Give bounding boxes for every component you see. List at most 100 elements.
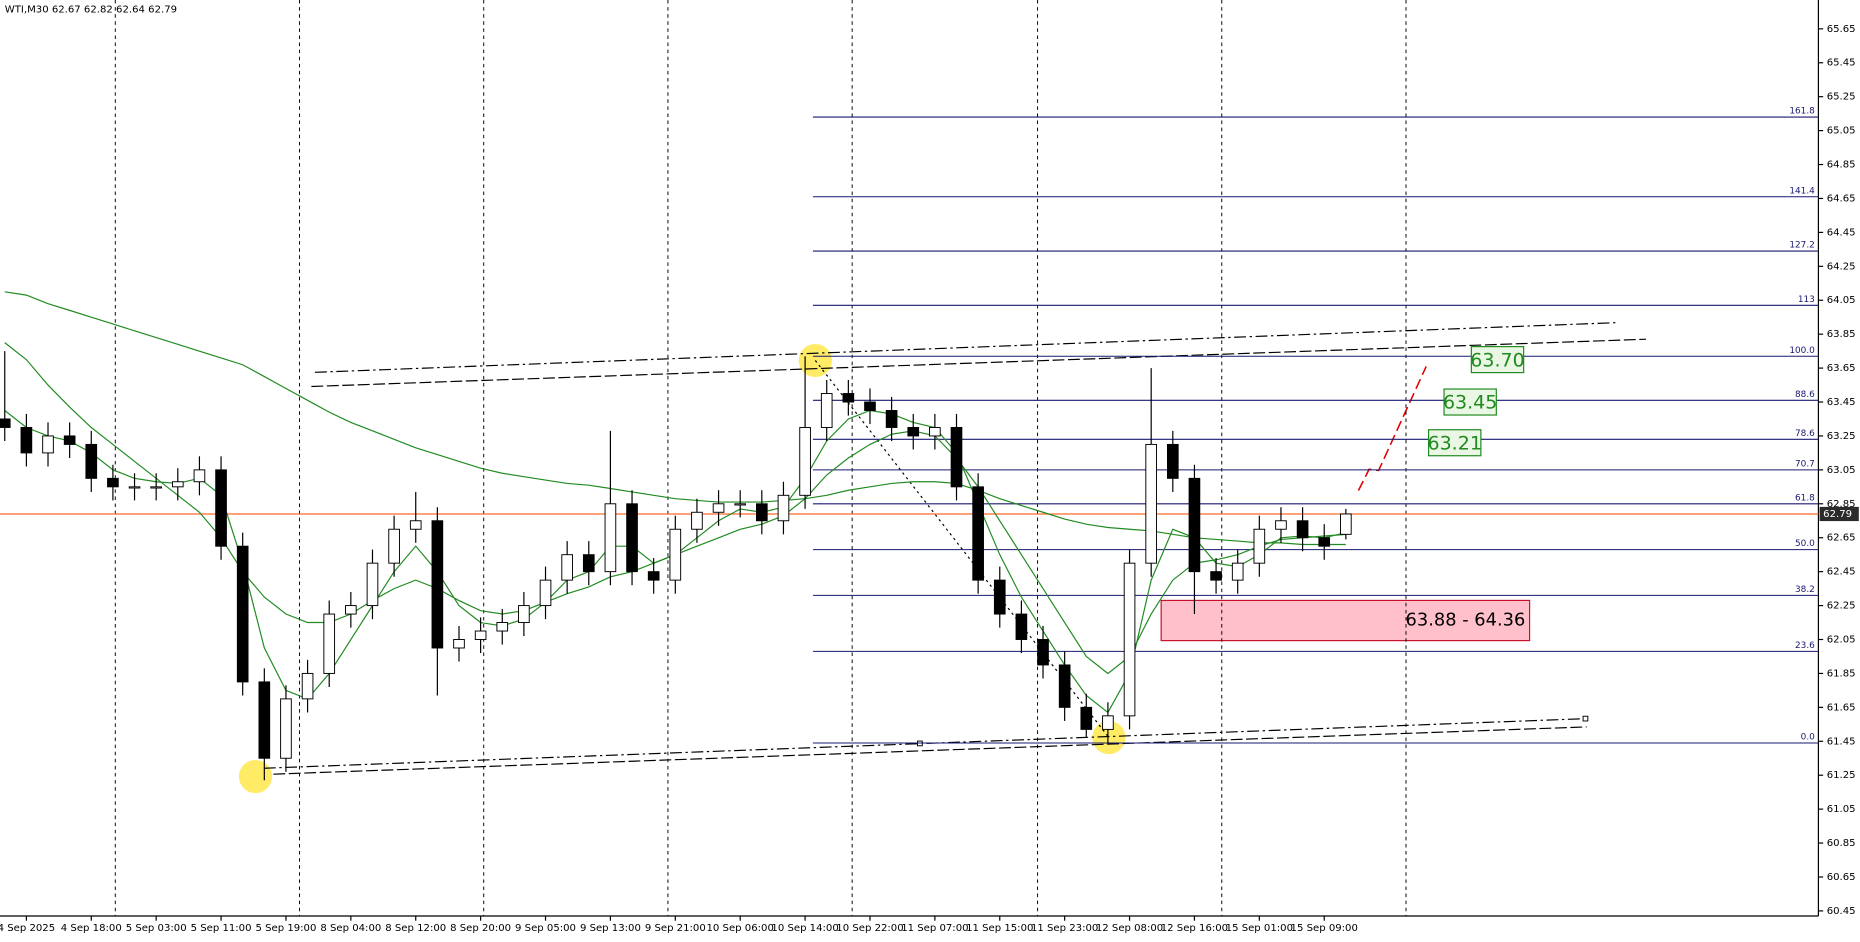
candle-body xyxy=(388,528,400,564)
y-tick-label: 64.25 xyxy=(1827,261,1856,272)
fib-label: 100.0 xyxy=(1789,346,1815,356)
fib-label: 0.0 xyxy=(1801,733,1816,743)
candle-body xyxy=(1275,520,1287,530)
target-zone xyxy=(1160,599,1531,642)
candle-body xyxy=(215,469,227,547)
candle-body xyxy=(518,605,530,624)
anchor-point xyxy=(1582,715,1589,722)
candle-body xyxy=(1253,528,1266,564)
candle-body xyxy=(907,426,920,437)
candle-body xyxy=(150,486,162,489)
candle-body xyxy=(691,511,703,530)
y-tick-label: 62.65 xyxy=(1827,533,1856,544)
candle-body xyxy=(323,613,336,674)
header-close: 62.79 xyxy=(148,4,177,15)
fib-label: 127.2 xyxy=(1789,241,1814,251)
drawings: 63.88 - 64.36 xyxy=(238,322,1647,794)
y-tick-label: 65.65 xyxy=(1827,24,1856,35)
x-tick-label: 11 Sep 07:00 xyxy=(901,923,968,934)
fib-label: 88.6 xyxy=(1795,390,1815,400)
y-tick-label: 60.65 xyxy=(1827,872,1856,883)
candle-body xyxy=(258,681,271,759)
target-label: 63.70 xyxy=(1470,349,1524,371)
candle-body xyxy=(669,528,682,581)
candle-body xyxy=(453,639,465,649)
x-tick-label: 5 Sep 11:00 xyxy=(191,923,252,934)
fib-label: 70.7 xyxy=(1795,459,1815,469)
candle-body xyxy=(496,622,509,632)
candle-body xyxy=(756,503,768,522)
candle-body xyxy=(820,393,833,428)
x-tick-label: 9 Sep 21:00 xyxy=(645,923,706,934)
y-tick-label: 64.65 xyxy=(1827,193,1856,204)
header: WTI,M30 62.67 62.82 62.64 62.79 xyxy=(5,4,177,15)
y-tick-label: 60.85 xyxy=(1827,838,1856,849)
y-tick-label: 63.85 xyxy=(1827,329,1856,340)
price-tag xyxy=(1819,506,1859,522)
candle-body xyxy=(626,503,638,573)
y-tick-label: 60.45 xyxy=(1827,906,1856,917)
candle-body xyxy=(929,426,941,437)
fib-label: 141.4 xyxy=(1789,186,1815,196)
candle-body xyxy=(561,554,573,581)
candle-body xyxy=(0,418,11,428)
candle-body xyxy=(1123,562,1136,717)
x-tick-label: 9 Sep 05:00 xyxy=(515,923,576,934)
price-tag-label: 62.79 xyxy=(1823,509,1852,520)
x-tick-label: 8 Sep 20:00 xyxy=(450,923,511,934)
trend-line xyxy=(311,338,1647,388)
y-tick-label: 61.65 xyxy=(1827,702,1856,713)
y-tick-label: 63.65 xyxy=(1827,363,1856,374)
x-tick-label: 4 Sep 18:00 xyxy=(61,923,122,934)
candle-body xyxy=(885,410,898,428)
candle-body xyxy=(85,443,98,479)
candle-body xyxy=(1210,571,1222,581)
y-tick-label: 64.85 xyxy=(1827,160,1856,171)
x-tick-label: 10 Sep 14:00 xyxy=(771,923,838,934)
candle-body xyxy=(647,571,660,581)
candle-body xyxy=(1080,706,1093,730)
candle-body xyxy=(1318,537,1331,547)
y-tick-label: 65.45 xyxy=(1827,58,1856,69)
target-label: 63.21 xyxy=(1428,432,1482,454)
x-tick-label: 11 Sep 15:00 xyxy=(966,923,1033,934)
candle-body xyxy=(236,545,249,683)
fib-label: 78.6 xyxy=(1795,429,1815,439)
candle-body xyxy=(42,435,54,454)
header-open: 62.67 xyxy=(52,4,81,15)
target-label: 63.45 xyxy=(1443,392,1497,414)
y-tick-label: 61.45 xyxy=(1827,736,1856,747)
candle-body xyxy=(20,426,33,454)
trend-line xyxy=(314,322,1617,373)
x-tick-label: 5 Sep 03:00 xyxy=(126,923,187,934)
candle-body xyxy=(777,494,790,522)
y-tick-label: 65.05 xyxy=(1827,126,1856,137)
swing-marker xyxy=(1092,720,1126,755)
x-tick-label: 11 Sep 23:00 xyxy=(1031,923,1098,934)
candle-body xyxy=(193,469,206,483)
y-tick-label: 61.25 xyxy=(1827,770,1856,781)
x-tick-label: 4 Sep 2025 xyxy=(0,923,55,934)
y-tick-label: 63.05 xyxy=(1827,465,1856,476)
candle-body xyxy=(1340,513,1352,535)
candle-body xyxy=(582,554,595,573)
candle-body xyxy=(128,486,141,489)
x-tick-label: 10 Sep 06:00 xyxy=(707,923,774,934)
symbol: WTI,M30 xyxy=(5,4,49,15)
candle-body xyxy=(1188,477,1201,573)
y-tick-label: 62.45 xyxy=(1827,567,1856,578)
candle-body xyxy=(799,426,811,496)
x-tick-label: 9 Sep 13:00 xyxy=(580,923,641,934)
fib-label: 113 xyxy=(1798,295,1815,305)
candle-body xyxy=(366,562,379,607)
fib-label: 161.8 xyxy=(1789,107,1815,117)
candle-body xyxy=(301,672,314,700)
candle-body xyxy=(107,477,119,488)
fib-label: 50.0 xyxy=(1795,539,1815,549)
x-tick-label: 8 Sep 04:00 xyxy=(320,923,381,934)
candle-body xyxy=(1058,664,1071,708)
x-tick-label: 12 Sep 16:00 xyxy=(1161,923,1228,934)
candle-body xyxy=(864,401,876,411)
x-tick-label: 8 Sep 12:00 xyxy=(385,923,446,934)
